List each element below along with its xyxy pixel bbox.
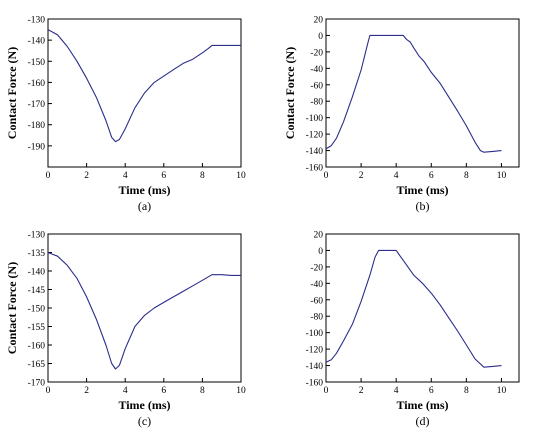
y-tick-label: -130 bbox=[28, 16, 46, 26]
y-tick-label: 0 bbox=[318, 32, 323, 42]
y-tick-label: -100 bbox=[306, 329, 324, 339]
plot-frame bbox=[47, 18, 242, 168]
x-tick-label: 0 bbox=[46, 386, 51, 396]
x-tick-label: 6 bbox=[429, 171, 434, 181]
y-tick-label: -150 bbox=[28, 58, 46, 68]
y-tick-label: -140 bbox=[306, 362, 324, 372]
y-tick-label: -160 bbox=[306, 164, 324, 174]
y-tick-label: -40 bbox=[310, 65, 323, 75]
panel-caption: (c) bbox=[138, 414, 151, 428]
chart-panel-2: 0 2 4 6 8 10 20 0 -20 -40 -60 -80 -100 -120 -140 -160 Ti… bbox=[283, 16, 520, 213]
y-tick-label: -190 bbox=[28, 142, 46, 152]
x-tick-label: 10 bbox=[236, 386, 246, 396]
series-line-1 bbox=[325, 34, 502, 153]
x-tick-label: 10 bbox=[236, 171, 246, 181]
x-axis-title: Time (ms) bbox=[118, 398, 170, 412]
y-tick-label: -170 bbox=[28, 100, 46, 110]
y-tick-label: -80 bbox=[310, 313, 323, 323]
x-tick-label: 8 bbox=[200, 171, 205, 181]
x-tick-label: 10 bbox=[497, 386, 507, 396]
x-tick-label: 4 bbox=[394, 171, 399, 181]
y-tick-label: -155 bbox=[28, 323, 46, 333]
y-tick-label: -40 bbox=[310, 280, 323, 290]
y-tick-label: -20 bbox=[310, 48, 323, 58]
x-tick-label: 6 bbox=[161, 171, 166, 181]
y-tick-label: -100 bbox=[306, 114, 324, 124]
x-tick-label: 8 bbox=[200, 386, 205, 396]
y-tick-label: -180 bbox=[28, 121, 46, 131]
x-tick-label: 2 bbox=[359, 171, 364, 181]
y-tick-label: -60 bbox=[310, 81, 323, 91]
x-tick-label: 6 bbox=[161, 386, 166, 396]
y-tick-label: 20 bbox=[314, 16, 324, 26]
plot-frame bbox=[325, 233, 520, 383]
x-tick-label: 0 bbox=[324, 386, 329, 396]
x-tick-label: 0 bbox=[46, 171, 51, 181]
y-axis-title: Contact Force (N) bbox=[5, 262, 19, 354]
x-tick-label: 2 bbox=[84, 171, 89, 181]
y-tick-label: 0 bbox=[318, 247, 323, 257]
y-tick-label: -120 bbox=[306, 346, 324, 356]
y-tick-label: -135 bbox=[28, 249, 46, 259]
x-tick-label: 10 bbox=[497, 171, 507, 181]
series-line-1 bbox=[47, 29, 241, 143]
x-tick-label: 4 bbox=[123, 171, 128, 181]
y-tick-label: -60 bbox=[310, 296, 323, 306]
y-tick-label: -130 bbox=[28, 231, 46, 241]
series-line-1 bbox=[47, 251, 241, 370]
panel-caption: (d) bbox=[416, 414, 430, 428]
x-tick-label: 8 bbox=[464, 171, 469, 181]
y-tick-label: -160 bbox=[28, 79, 46, 89]
y-tick-label: -120 bbox=[306, 131, 324, 141]
series-line-1 bbox=[325, 249, 502, 368]
y-tick-label: -170 bbox=[28, 379, 46, 389]
x-tick-label: 6 bbox=[429, 386, 434, 396]
y-axis-title: Contact Force (N) bbox=[5, 47, 19, 139]
x-tick-label: 2 bbox=[84, 386, 89, 396]
x-tick-label: 2 bbox=[359, 386, 364, 396]
y-tick-label: -150 bbox=[28, 305, 46, 315]
chart-panel-3: 0 2 4 6 8 10 -130 -135 -140 -145 -150 -155 -160 -165 -… bbox=[5, 231, 246, 429]
y-tick-label: 20 bbox=[314, 231, 324, 241]
y-tick-label: -80 bbox=[310, 98, 323, 108]
y-tick-label: -140 bbox=[28, 37, 46, 47]
x-tick-label: 4 bbox=[123, 386, 128, 396]
y-axis-title: Contact Force (N) bbox=[283, 47, 297, 139]
chart-panel-1: 0 2 4 6 8 10 -130 -140 -150 -160 -170 -180 -190 Time … bbox=[5, 16, 246, 214]
panel-caption: (b) bbox=[416, 199, 430, 213]
y-tick-label: -160 bbox=[28, 342, 46, 352]
plot-frame bbox=[47, 233, 242, 383]
x-axis-title: Time (ms) bbox=[396, 183, 448, 197]
x-tick-label: 4 bbox=[394, 386, 399, 396]
chart-panel-4: 0 2 4 6 8 10 20 0 -20 -40 -60 -80 -100 -120 -140 -160 Ti… bbox=[306, 231, 520, 428]
y-tick-label: -145 bbox=[28, 286, 46, 296]
y-tick-label: -140 bbox=[306, 147, 324, 157]
panel-caption: (a) bbox=[138, 199, 151, 213]
y-tick-label: -140 bbox=[28, 268, 46, 278]
plot-frame bbox=[325, 18, 520, 168]
y-tick-label: -160 bbox=[306, 379, 324, 389]
y-tick-label: -20 bbox=[310, 263, 323, 273]
y-tick-label: -165 bbox=[28, 360, 46, 370]
x-axis-title: Time (ms) bbox=[118, 183, 170, 197]
x-tick-label: 0 bbox=[324, 171, 329, 181]
x-tick-label: 8 bbox=[464, 386, 469, 396]
x-axis-title: Time (ms) bbox=[396, 398, 448, 412]
